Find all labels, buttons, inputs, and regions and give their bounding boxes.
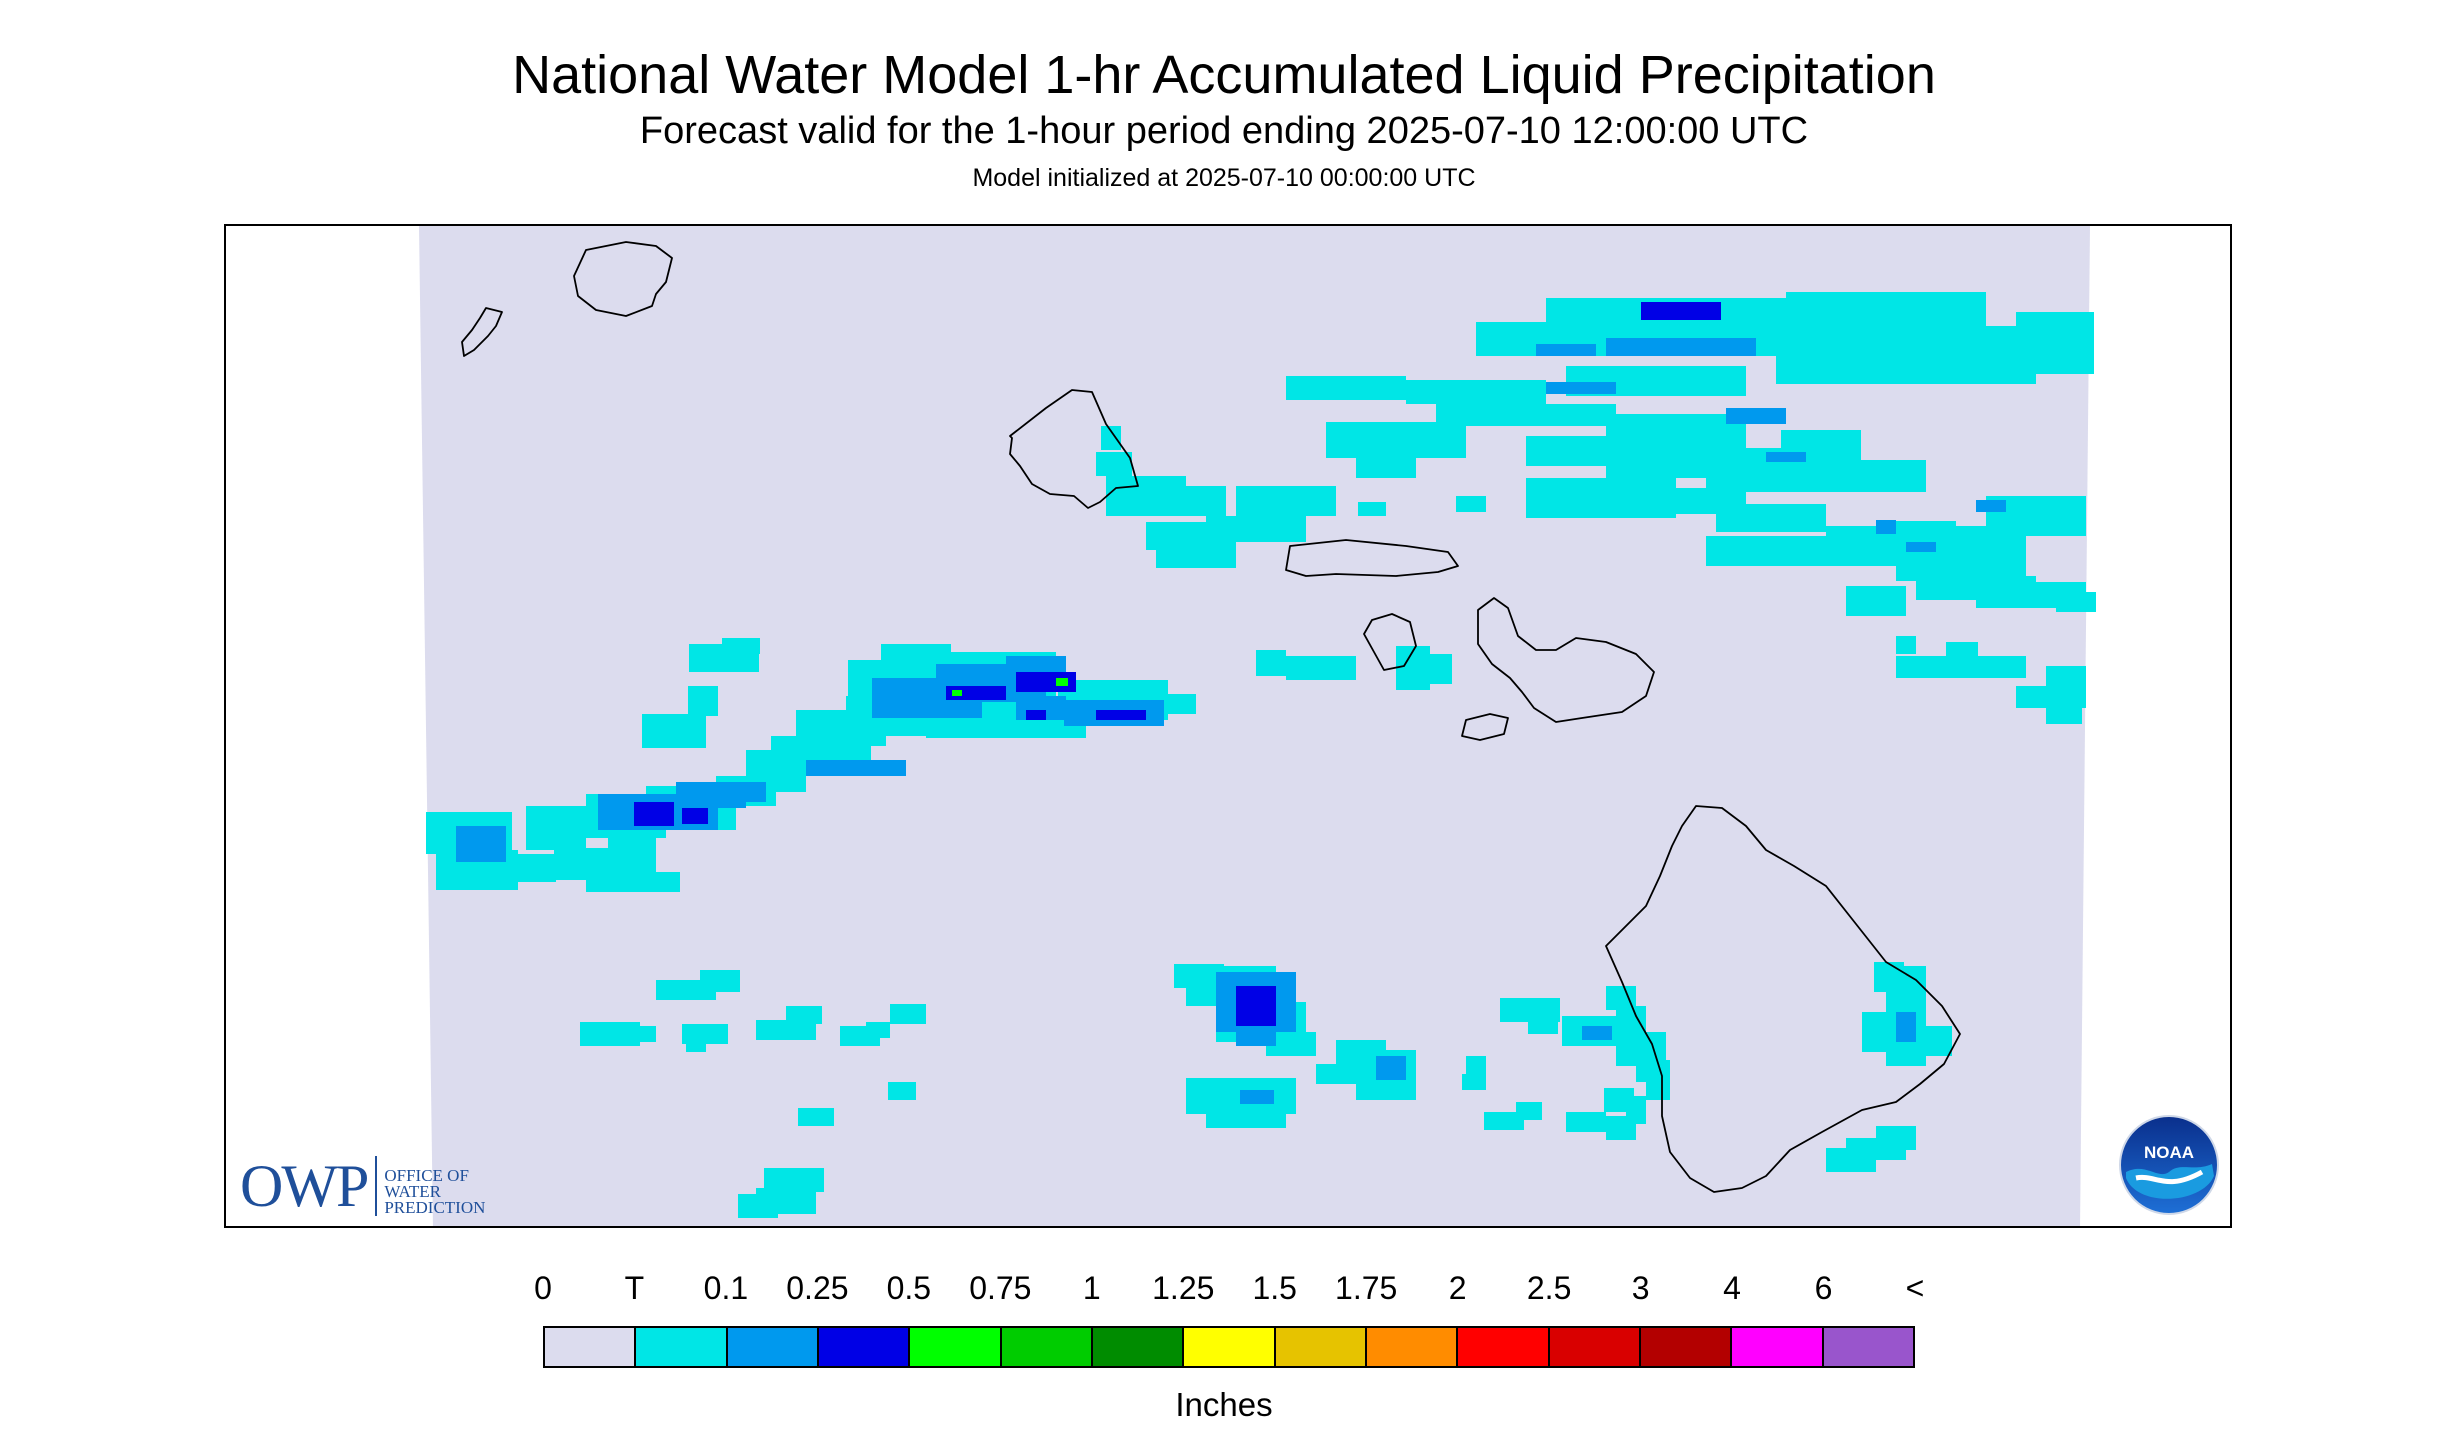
legend-swatch [636, 1328, 728, 1366]
owp-line-1: Office of [384, 1166, 469, 1185]
kauai-coastline [573, 241, 673, 317]
legend-label: 0.25 [786, 1270, 849, 1306]
legend-label: 0 [534, 1270, 552, 1306]
map-canvas [419, 226, 2096, 1226]
legend-swatch [1823, 1328, 1913, 1366]
model-init-text: Model initialized at 2025-07-10 00:00:00… [972, 164, 1476, 192]
precip-light-green-cells [952, 678, 1068, 696]
kahoolawe-coastline [1461, 713, 1509, 741]
legend-label: < [1905, 1270, 1925, 1306]
legend-label: 0.5 [886, 1270, 932, 1306]
legend-label: 1.75 [1335, 1270, 1398, 1306]
color-legend [543, 1326, 1915, 1368]
legend-label: 1.25 [1152, 1270, 1215, 1306]
legend-swatch [910, 1328, 1002, 1366]
owp-line-2: Water [384, 1182, 442, 1201]
legend-swatch [818, 1328, 911, 1366]
legend-label: 4 [1723, 1270, 1741, 1306]
legend-label: 2.5 [1526, 1270, 1572, 1306]
legend-swatch [1092, 1328, 1185, 1366]
legend-swatch [1275, 1328, 1367, 1366]
legend-swatch [1458, 1328, 1550, 1366]
coastlines [461, 241, 1961, 1193]
niihau-coastline [461, 307, 503, 357]
noaa-logo-text: NOAA [2144, 1143, 2194, 1162]
hawaii-coastline [1605, 805, 1961, 1193]
legend-label: 2 [1448, 1270, 1467, 1306]
owp-logo: OWP Office of Water Prediction [240, 1156, 485, 1216]
noaa-logo: NOAA [2119, 1115, 2219, 1215]
legend-swatch [545, 1328, 637, 1366]
legend-label: 1 [1082, 1270, 1101, 1306]
legend-swatch [1184, 1328, 1276, 1366]
legend-label: 6 [1814, 1270, 1833, 1306]
legend-labels: 0 T 0.1 0.25 0.5 0.75 1 1.25 1.5 1.75 2 2.5 3 4 6 < [534, 1270, 1924, 1310]
oahu-coastline [1009, 389, 1139, 509]
owp-wordmark: Office of Water Prediction [377, 1166, 486, 1217]
legend-label: 0.75 [969, 1270, 1032, 1306]
precip-heavy-cells [634, 302, 1721, 1026]
legend-label: 3 [1631, 1270, 1650, 1306]
legend-swatch [1732, 1328, 1824, 1366]
lanai-coastline [1363, 613, 1417, 671]
legend-swatch [1640, 1328, 1733, 1366]
legend-label: 0.1 [703, 1270, 749, 1306]
owp-line-3: Prediction [384, 1198, 486, 1217]
legend-swatch [1549, 1328, 1641, 1366]
legend-swatch [727, 1328, 819, 1366]
map-title: National Water Model 1-hr Accumulated Li… [512, 45, 1936, 105]
precipitation-map: OWP Office of Water Prediction NOAA [224, 224, 2232, 1228]
legend-swatch [1001, 1328, 1093, 1366]
maui-coastline [1477, 597, 1655, 723]
molokai-coastline [1285, 539, 1459, 577]
legend-units: Inches [1175, 1386, 1273, 1423]
legend-label: T [624, 1270, 645, 1306]
map-subtitle: Forecast valid for the 1-hour period end… [639, 110, 1809, 152]
owp-mark: OWP [240, 1156, 378, 1216]
legend-swatch [1366, 1328, 1459, 1366]
legend-label: 1.5 [1252, 1270, 1297, 1306]
